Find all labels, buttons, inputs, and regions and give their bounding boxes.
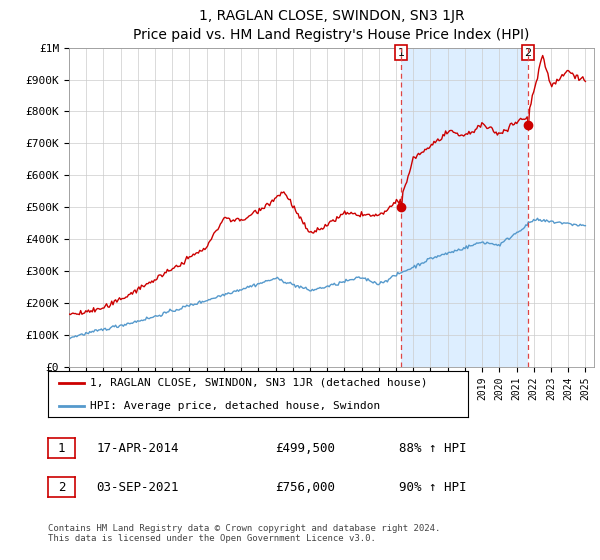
Text: 2: 2 [58, 480, 65, 494]
Text: £499,500: £499,500 [275, 441, 335, 455]
Text: 2: 2 [524, 48, 532, 58]
Title: 1, RAGLAN CLOSE, SWINDON, SN3 1JR
Price paid vs. HM Land Registry's House Price : 1, RAGLAN CLOSE, SWINDON, SN3 1JR Price … [133, 9, 530, 42]
Text: Contains HM Land Registry data © Crown copyright and database right 2024.
This d: Contains HM Land Registry data © Crown c… [48, 524, 440, 543]
Bar [401, 48, 528, 367]
Text: 03-SEP-2021: 03-SEP-2021 [97, 480, 179, 494]
Text: HPI: Average price, detached house, Swindon: HPI: Average price, detached house, Swin… [90, 401, 380, 410]
Text: 1: 1 [58, 441, 65, 455]
Text: 1: 1 [398, 48, 405, 58]
Text: £756,000: £756,000 [275, 480, 335, 494]
Text: 1, RAGLAN CLOSE, SWINDON, SN3 1JR (detached house): 1, RAGLAN CLOSE, SWINDON, SN3 1JR (detac… [90, 378, 427, 388]
Text: 88% ↑ HPI: 88% ↑ HPI [399, 441, 467, 455]
Text: 90% ↑ HPI: 90% ↑ HPI [399, 480, 467, 494]
Text: 17-APR-2014: 17-APR-2014 [97, 441, 179, 455]
